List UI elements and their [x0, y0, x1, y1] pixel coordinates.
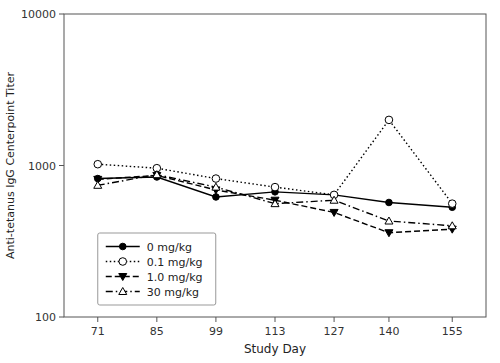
legend-marker — [119, 274, 127, 281]
y-tick-label: 100 — [35, 311, 56, 324]
data-point — [330, 196, 338, 203]
series-line — [98, 175, 452, 232]
data-point — [330, 209, 338, 216]
legend-marker — [119, 258, 127, 266]
y-tick-label: 1000 — [28, 160, 56, 173]
y-tick — [59, 165, 64, 166]
data-point — [271, 183, 279, 191]
data-point — [385, 230, 393, 237]
series-line — [98, 177, 452, 207]
x-tick — [452, 317, 453, 322]
x-tick — [215, 317, 216, 322]
plot-area — [94, 116, 456, 237]
legend-marker — [119, 243, 126, 250]
x-tick — [334, 317, 335, 322]
data-point — [153, 171, 161, 178]
x-tick — [97, 317, 98, 322]
legend-marker — [119, 288, 127, 295]
x-tick-label: 155 — [442, 325, 463, 338]
x-tick — [156, 317, 157, 322]
legend-label: 0.1 mg/kg — [147, 256, 203, 269]
y-axis-label: Anti-tetanus IgG Centerpoint Titer — [4, 72, 17, 259]
x-tick-label: 99 — [209, 325, 223, 338]
data-point — [212, 183, 220, 190]
x-tick-label: 127 — [324, 325, 345, 338]
data-point — [212, 175, 220, 183]
data-point — [448, 222, 456, 229]
y-tick-label: 10000 — [21, 8, 56, 21]
legend-label: 30 mg/kg — [147, 286, 199, 299]
x-tick-label: 140 — [378, 325, 399, 338]
y-tick — [59, 14, 64, 15]
data-point — [94, 160, 102, 168]
legend: 0 mg/kg 0.1 mg/kg 1.0 mg/kg 30 mg/kg — [98, 233, 216, 305]
data-point — [271, 200, 279, 207]
legend-label: 0 mg/kg — [147, 241, 192, 254]
x-tick-label: 113 — [265, 325, 286, 338]
data-point — [448, 200, 456, 208]
data-point — [94, 181, 102, 188]
x-tick — [275, 317, 276, 322]
x-tick — [388, 317, 389, 322]
data-point — [385, 116, 393, 124]
series-line — [98, 120, 452, 204]
y-tick — [59, 317, 64, 318]
plot-frame — [64, 14, 486, 317]
legend-box — [98, 233, 216, 305]
series-line — [98, 175, 452, 226]
x-tick-label: 85 — [150, 325, 164, 338]
data-point — [386, 199, 393, 206]
x-tick-label: 71 — [91, 325, 105, 338]
legend-label: 1.0 mg/kg — [147, 271, 203, 284]
data-point — [385, 217, 393, 224]
x-axis-label: Study Day — [244, 342, 306, 356]
chart: 71 85 99 113 127 140 155 100 1000 10000 Study Day A… — [0, 0, 500, 363]
